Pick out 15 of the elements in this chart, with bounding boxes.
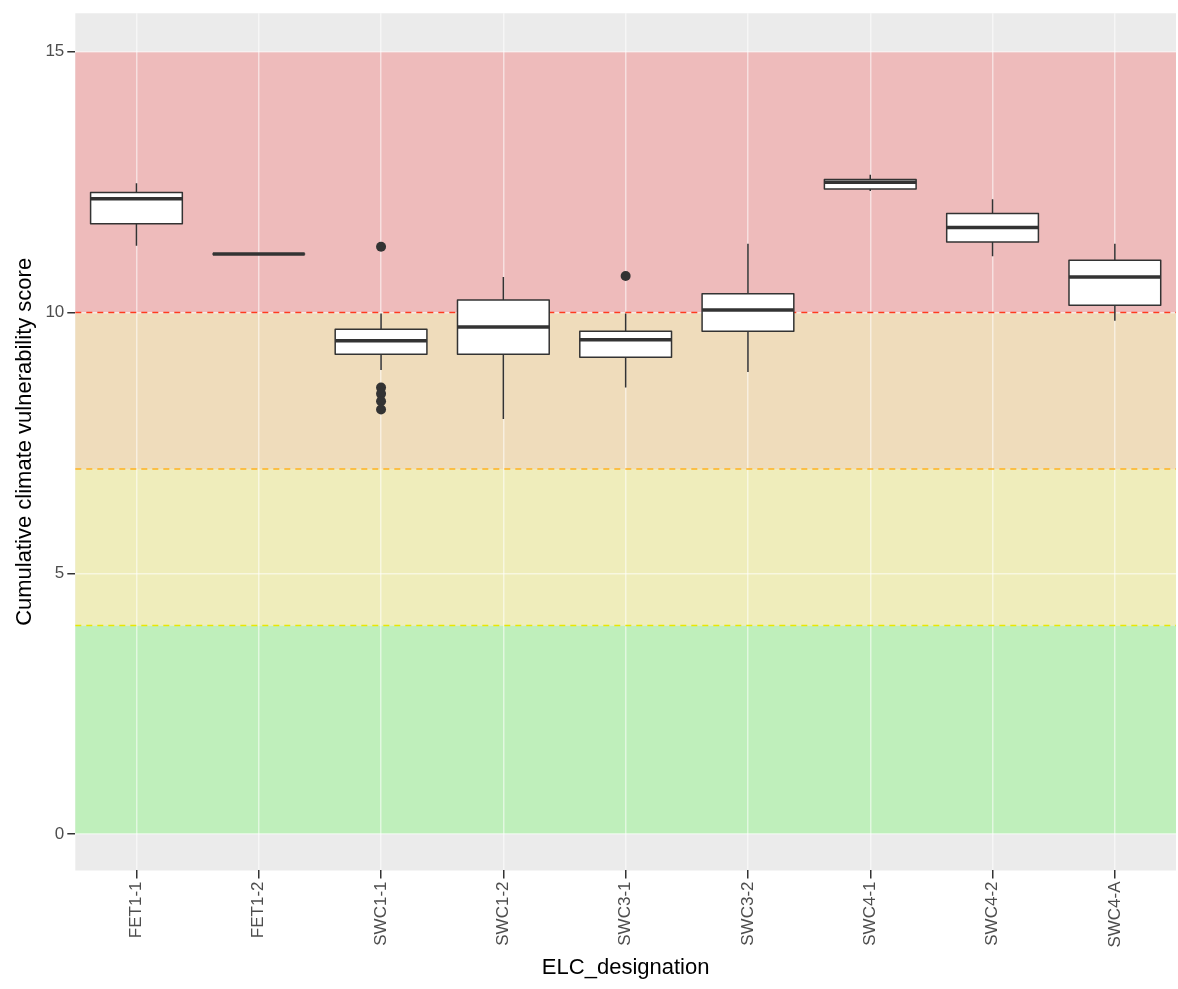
x-tick-label: SWC1-2 — [493, 881, 513, 946]
x-tick-label: SWC1-1 — [370, 881, 390, 946]
y-tick-label: 5 — [54, 562, 65, 582]
x-tick-label: FET1-1 — [126, 881, 146, 939]
x-axis-title: ELC_designation — [541, 953, 710, 979]
x-tick-label: SWC4-2 — [982, 881, 1002, 946]
x-tick-label: SWC4-1 — [859, 881, 879, 946]
y-axis-title: Cumulative climate vulnerability score — [11, 257, 37, 626]
x-tick-label: SWC4-A — [1104, 880, 1124, 948]
x-tick-label: FET1-2 — [248, 881, 268, 939]
y-tick-label: 0 — [54, 823, 65, 843]
x-tick-label: SWC3-1 — [615, 881, 635, 946]
x-tick-label: SWC3-2 — [737, 881, 757, 946]
y-tick-label: 10 — [45, 302, 65, 322]
y-tick-label: 15 — [45, 41, 65, 61]
